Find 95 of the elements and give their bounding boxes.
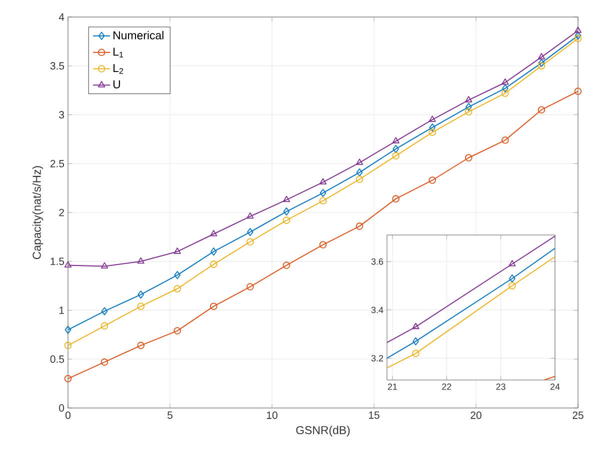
y-tick-label: 3 bbox=[59, 111, 64, 118]
x-tick-label: 25 bbox=[572, 412, 584, 419]
legend-label: U bbox=[113, 80, 120, 88]
x-axis-title: GSNR(dB) bbox=[296, 426, 350, 436]
point bbox=[502, 84, 508, 92]
legend-label: L$_{2}$ bbox=[114, 64, 124, 74]
point bbox=[101, 307, 108, 316]
point bbox=[502, 78, 509, 85]
point bbox=[465, 108, 472, 116]
legend-label: Numerical bbox=[114, 30, 164, 40]
point bbox=[174, 327, 181, 334]
y-tick-label: 3.6 bbox=[371, 258, 384, 265]
point bbox=[64, 375, 72, 382]
point bbox=[320, 188, 326, 197]
point bbox=[538, 58, 545, 67]
point bbox=[392, 137, 400, 144]
point bbox=[392, 195, 400, 202]
point bbox=[210, 248, 217, 256]
point bbox=[429, 123, 436, 132]
point bbox=[392, 152, 400, 160]
point bbox=[282, 216, 290, 224]
point bbox=[412, 350, 420, 358]
point bbox=[210, 230, 218, 236]
point bbox=[319, 197, 327, 204]
y-tick-label: 1.5 bbox=[50, 258, 64, 266]
point bbox=[356, 168, 363, 176]
x-tick-label: 22 bbox=[442, 384, 452, 390]
point bbox=[246, 238, 254, 246]
legend-label: L$_{1}$ bbox=[114, 48, 124, 58]
point bbox=[137, 257, 144, 264]
point bbox=[502, 90, 509, 97]
point bbox=[356, 176, 364, 183]
x-tick-label: 21 bbox=[388, 384, 397, 390]
point bbox=[466, 102, 472, 111]
y-tick-label: 0.5 bbox=[50, 355, 64, 363]
y-tick-label: 2 bbox=[59, 208, 64, 216]
point bbox=[428, 176, 436, 184]
point bbox=[356, 158, 364, 165]
point bbox=[428, 128, 436, 136]
x-tick-label: 24 bbox=[550, 384, 560, 390]
y-tick-label: 3.4 bbox=[371, 306, 384, 314]
y-tick-label: 3.5 bbox=[50, 62, 64, 70]
point bbox=[64, 342, 72, 350]
x-tick-label: 20 bbox=[470, 412, 482, 419]
point bbox=[412, 322, 420, 330]
x-tick-label: 5 bbox=[168, 412, 172, 419]
y-tick-label: 3.2 bbox=[371, 355, 384, 362]
x-tick-label: 0 bbox=[65, 412, 70, 419]
y-tick-label: 4 bbox=[58, 13, 64, 21]
point bbox=[174, 248, 181, 254]
point bbox=[282, 262, 290, 269]
x-tick-label: 15 bbox=[368, 412, 380, 419]
point bbox=[319, 241, 327, 248]
y-tick-label: 1 bbox=[59, 306, 64, 314]
point bbox=[465, 154, 472, 162]
point bbox=[574, 88, 582, 95]
point bbox=[100, 262, 108, 269]
y-tick-label: 2.5 bbox=[50, 160, 64, 168]
point bbox=[137, 302, 144, 310]
point bbox=[174, 271, 180, 280]
point bbox=[64, 261, 72, 268]
x-tick-label: 23 bbox=[496, 384, 506, 390]
point bbox=[246, 212, 254, 219]
point bbox=[538, 106, 546, 114]
x-tick-label: 10 bbox=[266, 412, 278, 419]
point bbox=[428, 116, 436, 122]
point bbox=[174, 285, 181, 292]
point bbox=[210, 260, 218, 268]
point bbox=[538, 62, 546, 70]
point bbox=[64, 326, 72, 334]
point bbox=[283, 207, 290, 216]
point bbox=[502, 136, 509, 144]
point bbox=[574, 32, 582, 40]
point bbox=[574, 34, 582, 42]
point bbox=[246, 283, 254, 290]
point bbox=[100, 322, 108, 330]
point bbox=[319, 178, 327, 184]
point bbox=[508, 282, 516, 290]
point bbox=[465, 96, 472, 102]
point bbox=[574, 26, 582, 33]
point bbox=[412, 337, 419, 346]
y-axis-title: Capacity(nat/s/Hz) bbox=[32, 166, 44, 260]
point bbox=[137, 342, 144, 350]
point bbox=[138, 290, 144, 299]
y-tick-label: 0 bbox=[59, 404, 64, 412]
point bbox=[392, 144, 399, 153]
point bbox=[538, 53, 546, 60]
point bbox=[509, 274, 516, 283]
point bbox=[508, 260, 516, 266]
line-series bbox=[387, 236, 556, 344]
point bbox=[210, 302, 218, 310]
point bbox=[282, 196, 290, 202]
point bbox=[100, 358, 108, 366]
point bbox=[247, 228, 254, 236]
point bbox=[356, 222, 364, 230]
